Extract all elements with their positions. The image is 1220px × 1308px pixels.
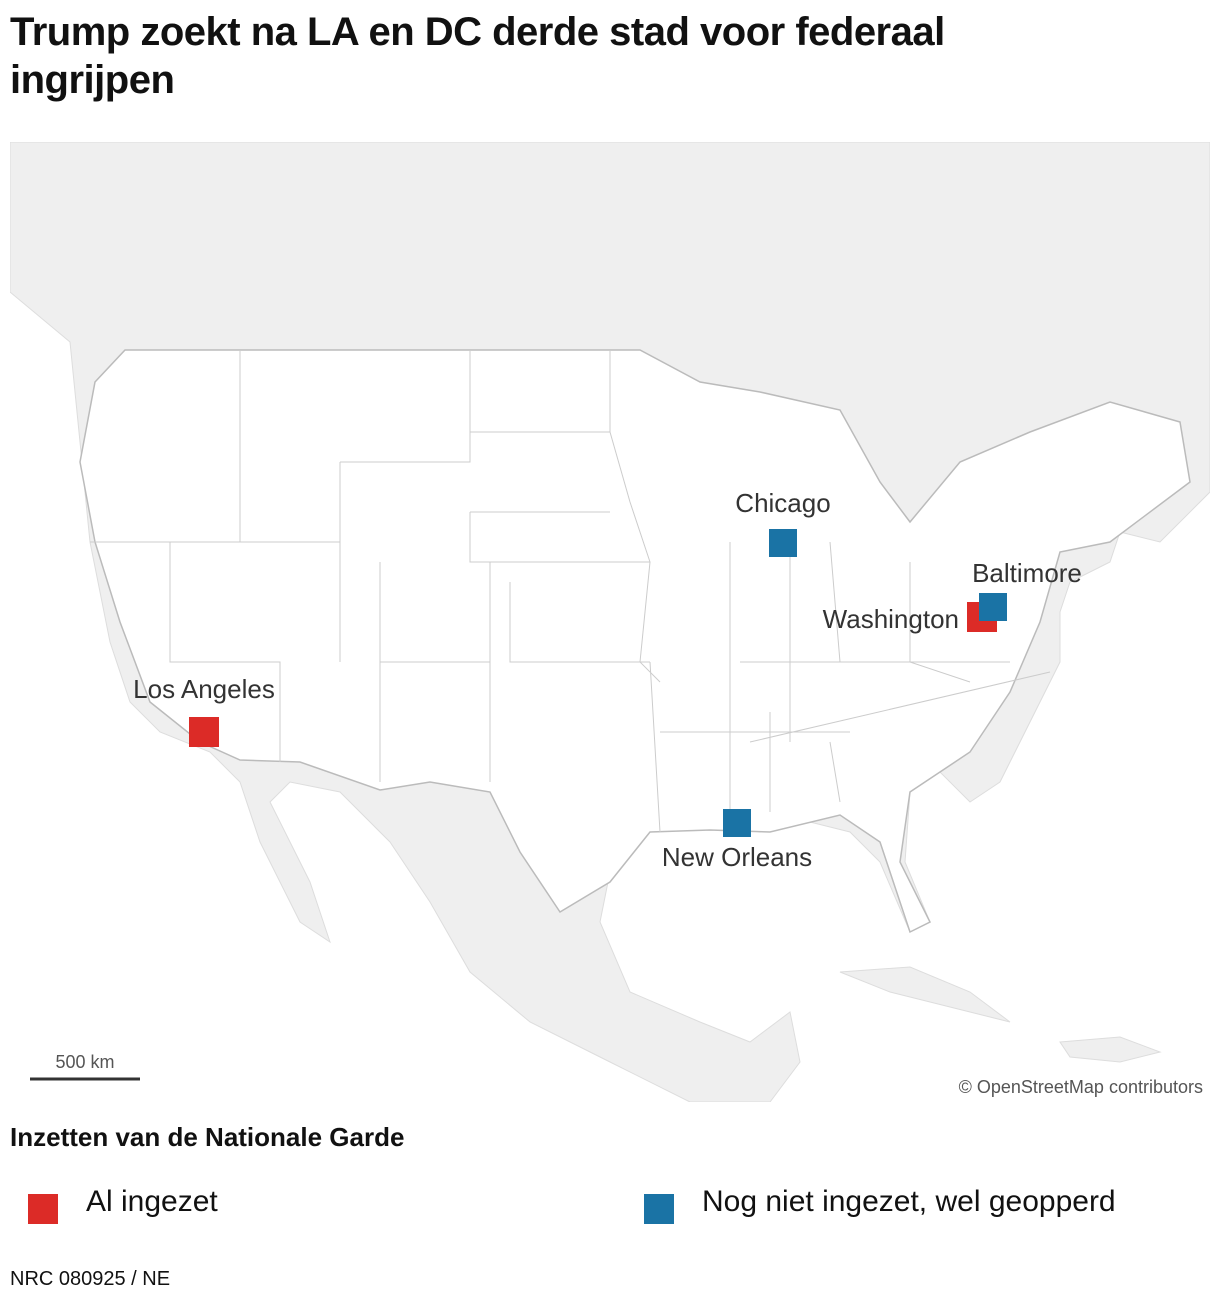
city-label: New Orleans [662,842,812,872]
legend-item: Nog niet ingezet, wel geopperd [644,1180,1116,1224]
city-marker [979,593,1007,621]
city-marker [769,529,797,557]
footer: NRC 080925 / NE [10,1268,171,1290]
legend-swatch [644,1194,674,1224]
legend-label: Al ingezet [86,1185,218,1218]
legend-title: Inzetten van de Nationale Garde [10,1122,405,1152]
attribution: © OpenStreetMap contributors [959,1077,1203,1097]
state-borders [90,350,1051,833]
scale-label: 500 km [55,1052,114,1072]
city-label: Washington [823,604,959,634]
legend-item: Al ingezet [28,1180,218,1224]
land [839,966,1162,1063]
legend-label: Nog niet ingezet, wel geopperd [702,1185,1116,1218]
city-marker [189,717,219,747]
title: Trump zoekt na LA en DC derde stad voor … [10,10,945,102]
city-marker [723,809,751,837]
us-land [79,349,1191,934]
city-label: Los Angeles [133,674,275,704]
city-label: Baltimore [972,558,1082,588]
city-label: Chicago [735,488,830,518]
legend-swatch [28,1194,58,1224]
map: Los Angeles Washington Chicago Baltimore… [10,142,1210,1102]
